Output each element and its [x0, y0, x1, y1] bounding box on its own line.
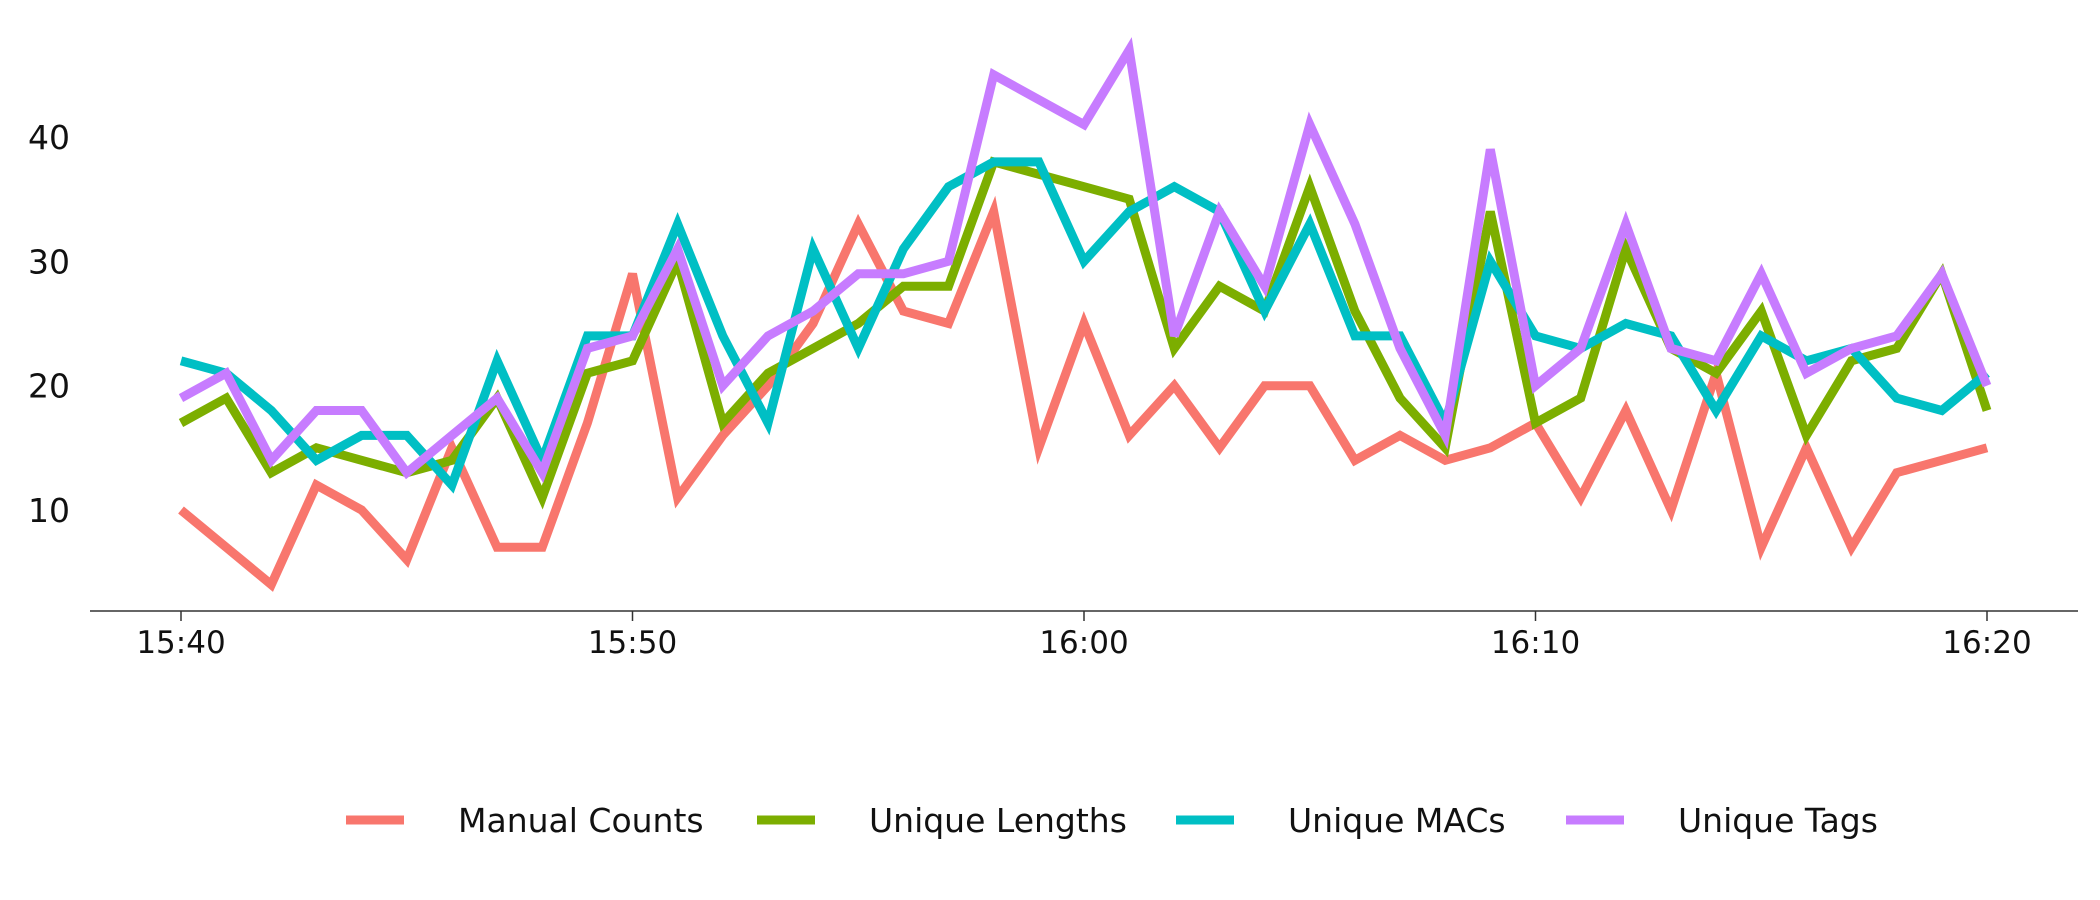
x-tick-label: 16:00 — [1039, 625, 1128, 661]
y-axis-ticks: 10 20 30 40 — [28, 118, 70, 530]
x-tick-label: 15:40 — [136, 625, 225, 661]
legend-label: Manual Counts — [458, 801, 704, 840]
legend-label: Unique Lengths — [869, 801, 1127, 840]
y-tick-label: 40 — [28, 118, 70, 157]
x-tick-label: 16:10 — [1491, 625, 1580, 661]
y-tick-label: 10 — [28, 491, 70, 530]
plot-area — [178, 37, 1992, 592]
y-tick-label: 20 — [28, 367, 70, 406]
x-tick-label: 16:20 — [1942, 625, 2031, 661]
y-tick-label: 30 — [28, 242, 70, 281]
legend: Manual Counts Unique Lengths Unique MACs Un… — [346, 801, 1878, 840]
x-tick-label: 15:50 — [588, 625, 677, 661]
legend-item-manual-counts: Manual Counts — [346, 801, 704, 840]
legend-label: Unique Tags — [1678, 801, 1878, 840]
legend-item-unique-tags: Unique Tags — [1566, 801, 1878, 840]
legend-item-unique-macs: Unique MACs — [1176, 801, 1506, 840]
legend-label: Unique MACs — [1288, 801, 1506, 840]
legend-item-unique-lengths: Unique Lengths — [757, 801, 1127, 840]
x-axis: 15:40 15:50 16:00 16:10 16:20 — [90, 610, 2078, 661]
